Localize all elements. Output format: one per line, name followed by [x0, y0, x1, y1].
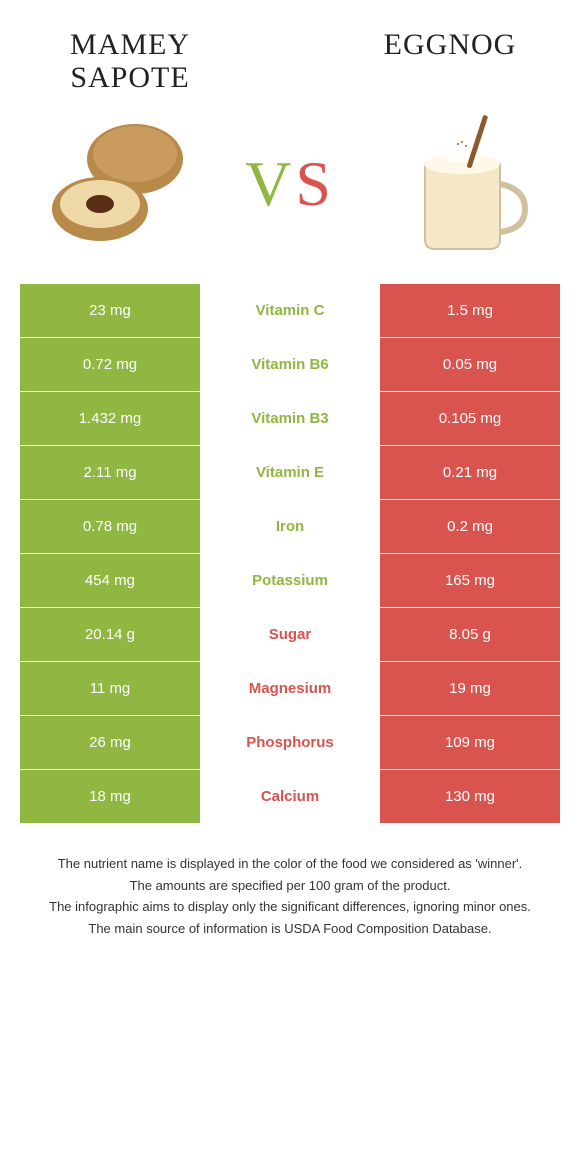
left-value: 0.78 mg: [20, 500, 200, 553]
table-row: 0.78 mgIron0.2 mg: [20, 500, 560, 554]
right-value: 165 mg: [380, 554, 560, 607]
nutrient-table: 23 mgVitamin C1.5 mg0.72 mgVitamin B60.0…: [20, 284, 560, 824]
vs-v: V: [245, 148, 295, 219]
left-food-image: [40, 104, 200, 264]
table-row: 20.14 gSugar8.05 g: [20, 608, 560, 662]
left-value: 1.432 mg: [20, 392, 200, 445]
right-value: 0.21 mg: [380, 446, 560, 499]
nutrient-name: Sugar: [200, 608, 380, 661]
nutrient-name: Vitamin B3: [200, 392, 380, 445]
nutrient-name: Vitamin B6: [200, 338, 380, 391]
table-row: 11 mgMagnesium19 mg: [20, 662, 560, 716]
left-value: 26 mg: [20, 716, 200, 769]
right-value: 19 mg: [380, 662, 560, 715]
header: Mamey Sapote Eggnog: [0, 0, 580, 94]
sapote-icon: [40, 104, 200, 264]
right-food-title: Eggnog: [360, 28, 540, 62]
nutrient-name: Iron: [200, 500, 380, 553]
right-value: 8.05 g: [380, 608, 560, 661]
eggnog-icon: [380, 104, 540, 264]
left-value: 0.72 mg: [20, 338, 200, 391]
left-value: 11 mg: [20, 662, 200, 715]
left-value: 2.11 mg: [20, 446, 200, 499]
left-value: 454 mg: [20, 554, 200, 607]
right-value: 1.5 mg: [380, 284, 560, 337]
right-value: 0.2 mg: [380, 500, 560, 553]
left-value: 23 mg: [20, 284, 200, 337]
footer-line-2: The amounts are specified per 100 gram o…: [40, 876, 540, 896]
right-value: 109 mg: [380, 716, 560, 769]
right-value: 0.05 mg: [380, 338, 560, 391]
table-row: 454 mgPotassium165 mg: [20, 554, 560, 608]
table-row: 0.72 mgVitamin B60.05 mg: [20, 338, 560, 392]
right-value: 0.105 mg: [380, 392, 560, 445]
footer-line-1: The nutrient name is displayed in the co…: [40, 854, 540, 874]
footer-line-4: The main source of information is USDA F…: [40, 919, 540, 939]
table-row: 23 mgVitamin C1.5 mg: [20, 284, 560, 338]
table-row: 1.432 mgVitamin B30.105 mg: [20, 392, 560, 446]
nutrient-name: Calcium: [200, 770, 380, 823]
table-row: 2.11 mgVitamin E0.21 mg: [20, 446, 560, 500]
left-value: 20.14 g: [20, 608, 200, 661]
left-food-title: Mamey Sapote: [40, 28, 220, 94]
vs-s: S: [295, 148, 335, 219]
nutrient-name: Phosphorus: [200, 716, 380, 769]
nutrient-name: Magnesium: [200, 662, 380, 715]
left-value: 18 mg: [20, 770, 200, 823]
footer-line-3: The infographic aims to display only the…: [40, 897, 540, 917]
nutrient-name: Vitamin C: [200, 284, 380, 337]
footer-notes: The nutrient name is displayed in the co…: [40, 854, 540, 938]
images-row: VS: [0, 94, 580, 284]
vs-label: VS: [245, 147, 335, 221]
right-value: 130 mg: [380, 770, 560, 823]
nutrient-name: Potassium: [200, 554, 380, 607]
table-row: 26 mgPhosphorus109 mg: [20, 716, 560, 770]
nutrient-name: Vitamin E: [200, 446, 380, 499]
table-row: 18 mgCalcium130 mg: [20, 770, 560, 824]
right-food-image: [380, 104, 540, 264]
